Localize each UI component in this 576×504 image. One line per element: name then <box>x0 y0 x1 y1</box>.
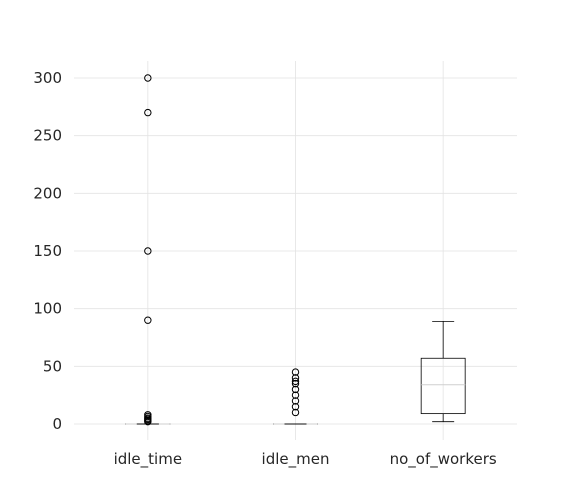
y-axis-ticks: 0 50 100 150 200 250 300 <box>33 69 62 433</box>
x-tick-label: idle_men <box>262 450 330 469</box>
y-tick-label: 250 <box>33 127 62 145</box>
y-tick-label: 0 <box>52 415 62 433</box>
outlier-point <box>291 403 300 411</box>
outlier-point <box>144 316 152 324</box>
box-idle_men <box>273 368 318 425</box>
outlier-point <box>291 385 300 394</box>
outlier-point <box>144 108 152 117</box>
outlier-point <box>291 368 300 376</box>
y-tick-label: 150 <box>33 242 62 260</box>
outlier-point <box>291 408 300 417</box>
y-tick-label: 300 <box>33 69 62 87</box>
grid-layer <box>74 61 517 440</box>
outlier-point <box>144 74 152 82</box>
outlier-point <box>144 411 152 419</box>
x-tick-label: no_of_workers <box>390 450 497 469</box>
outlier-point <box>291 374 300 382</box>
y-tick-label: 50 <box>43 357 62 375</box>
x-tick-label: idle_time <box>114 450 182 469</box>
outlier-point <box>291 397 300 405</box>
outlier-point <box>291 391 300 399</box>
box-idle_time <box>125 74 171 426</box>
outlier-point <box>144 247 152 255</box>
y-tick-label: 200 <box>33 184 62 202</box>
box-no_of_workers <box>420 320 466 423</box>
y-tick-label: 100 <box>33 300 62 318</box>
outlier-point <box>291 379 300 388</box>
outlier-point <box>291 377 300 386</box>
x-axis-ticks: idle_time idle_men no_of_workers <box>114 450 497 469</box>
boxes-layer <box>125 74 466 426</box>
